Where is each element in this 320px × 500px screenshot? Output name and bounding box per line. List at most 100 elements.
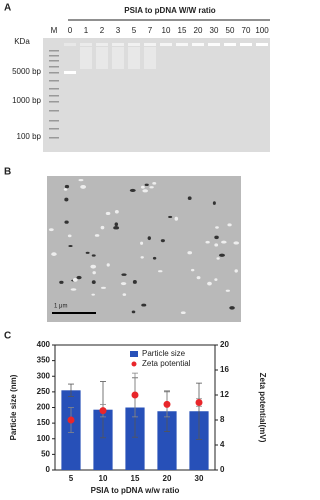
well-band xyxy=(96,43,108,46)
particle xyxy=(64,220,69,224)
particle xyxy=(76,275,82,280)
y-tick-label: 400 xyxy=(37,340,51,349)
ladder-band xyxy=(49,55,59,57)
particle xyxy=(147,236,151,241)
lane-label: M xyxy=(51,26,58,35)
particle xyxy=(158,270,163,273)
bar xyxy=(125,407,145,470)
dna-smear xyxy=(128,47,140,69)
particle xyxy=(63,188,68,191)
particle xyxy=(91,254,96,257)
particle xyxy=(174,216,179,221)
particle xyxy=(68,244,73,247)
dna-band xyxy=(64,71,76,74)
dot xyxy=(99,407,107,415)
particle xyxy=(120,282,127,286)
particle xyxy=(105,211,111,216)
particle xyxy=(100,225,105,230)
gel-title: PSIA to pDNA W/W ratio xyxy=(124,6,216,15)
y-tick-label: 300 xyxy=(37,371,51,380)
ladder-band xyxy=(49,66,59,68)
panel-label: C xyxy=(4,331,11,342)
particle xyxy=(132,280,137,284)
particle xyxy=(187,196,192,200)
particle xyxy=(221,240,227,244)
particle xyxy=(205,240,210,244)
particle xyxy=(100,286,106,289)
y-tick-label: 150 xyxy=(37,418,51,427)
particle xyxy=(214,243,219,247)
dna-smear xyxy=(96,47,108,69)
particle xyxy=(142,189,149,193)
well-band xyxy=(176,43,188,46)
particle xyxy=(64,197,69,202)
legend-label: Particle size xyxy=(142,349,186,358)
lane-label: 100 xyxy=(255,26,269,35)
y-tick-label: 250 xyxy=(37,387,51,396)
particle xyxy=(160,239,165,243)
particle xyxy=(152,256,157,260)
particle xyxy=(78,179,84,182)
dna-smear xyxy=(80,47,92,69)
particle xyxy=(233,241,240,245)
particle xyxy=(149,186,154,189)
dna-smear xyxy=(144,47,156,69)
well-band xyxy=(64,43,76,46)
particle xyxy=(131,310,136,314)
ladder-band xyxy=(49,72,59,74)
y-tick-label: 100 xyxy=(37,434,51,443)
particle xyxy=(227,223,232,227)
gel-unit: KDa xyxy=(14,37,30,46)
lane-label: 0 xyxy=(68,26,73,35)
particle xyxy=(212,201,216,205)
bar xyxy=(93,409,113,470)
x-tick-label: 30 xyxy=(195,474,204,483)
x-tick-label: 5 xyxy=(69,474,74,483)
gel-image xyxy=(43,38,270,152)
particle xyxy=(91,280,96,285)
particle xyxy=(180,311,186,315)
particle xyxy=(70,288,77,291)
ladder-band xyxy=(49,110,59,112)
ladder-band xyxy=(49,95,59,97)
lane-label: 20 xyxy=(194,26,203,35)
particle xyxy=(92,271,96,275)
ladder-band xyxy=(49,88,59,90)
well-band xyxy=(192,43,204,46)
ladder-band xyxy=(49,80,59,82)
particle xyxy=(72,277,78,282)
particle xyxy=(234,269,238,273)
y2-tick-label: 8 xyxy=(220,415,225,424)
y-tick-label: 0 xyxy=(46,465,51,474)
bar xyxy=(157,411,177,470)
x-tick-label: 15 xyxy=(131,474,140,483)
particle xyxy=(80,184,87,189)
particle xyxy=(114,209,119,214)
particle xyxy=(51,252,57,256)
legend-label: Zeta potential xyxy=(142,359,191,368)
lane-label: 3 xyxy=(116,26,121,35)
particle xyxy=(215,226,219,229)
y-axis-label: Particle size (nm) xyxy=(9,374,18,440)
lane-label: 2 xyxy=(100,26,105,35)
particle xyxy=(129,188,136,192)
y-tick-label: 200 xyxy=(37,403,51,412)
ladder-band xyxy=(49,137,59,139)
particle xyxy=(140,256,144,259)
x-axis-label: PSIA to pDNA w/w ratio xyxy=(91,486,180,495)
y2-tick-label: 20 xyxy=(220,340,229,349)
particle xyxy=(94,234,100,237)
marker-label: 100 bp xyxy=(17,132,42,141)
lane-label: 5 xyxy=(132,26,137,35)
lane-label: 30 xyxy=(210,26,219,35)
particle xyxy=(106,263,110,267)
particle xyxy=(67,234,72,238)
particle xyxy=(190,268,195,272)
particle xyxy=(218,253,225,257)
particle xyxy=(140,185,145,189)
particle xyxy=(229,306,235,310)
dot xyxy=(67,416,75,424)
particle xyxy=(152,181,157,185)
well-band xyxy=(128,43,140,46)
particle xyxy=(225,289,230,292)
